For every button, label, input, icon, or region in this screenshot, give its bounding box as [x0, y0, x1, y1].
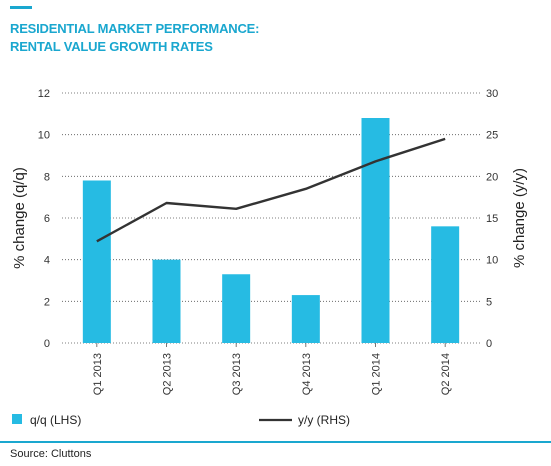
title-accent-rule	[10, 6, 32, 9]
left-tick-label: 10	[38, 130, 50, 142]
chart-title-line-2: RENTAL VALUE GROWTH RATES	[10, 39, 213, 54]
bar-q-q	[361, 118, 390, 343]
right-tick-label: 20	[486, 171, 498, 183]
x-tick-label: Q1 2013	[92, 353, 104, 395]
line-y-y	[96, 137, 446, 243]
bar-q-q	[431, 226, 460, 343]
legend-line-label: y/y (RHS)	[298, 413, 350, 427]
gridlines	[62, 92, 480, 344]
x-tick-label: Q3 2013	[231, 353, 243, 395]
left-tick-label: 0	[44, 338, 50, 350]
x-tick-label: Q2 2014	[440, 353, 452, 395]
left-tick-label: 4	[44, 255, 50, 267]
chart-title-line-1: RESIDENTIAL MARKET PERFORMANCE:	[10, 21, 259, 36]
right-axis-title: % change (y/y)	[511, 168, 528, 268]
left-axis-title: % change (q/q)	[11, 167, 28, 269]
right-tick-label: 0	[486, 338, 492, 350]
x-tick-label: Q4 2013	[301, 353, 313, 395]
bar-q-q	[82, 180, 111, 343]
x-axis-ticks: Q1 2013 Q2 2013 Q3 2013 Q4 2013 Q1 2014 Q2 20…	[92, 343, 452, 395]
x-tick-label: Q2 2013	[162, 353, 174, 395]
legend: q/q (LHS) y/y (RHS)	[12, 413, 350, 427]
right-tick-label: 10	[486, 255, 498, 267]
bar-q-q	[291, 295, 320, 343]
source-note: Source: Cluttons	[10, 448, 92, 460]
right-tick-label: 5	[486, 296, 492, 308]
left-tick-label: 12	[38, 88, 50, 100]
bar-q-q	[222, 274, 251, 343]
legend-bar-label: q/q (LHS)	[30, 413, 81, 427]
legend-bar-swatch	[12, 414, 22, 424]
right-tick-label: 25	[486, 130, 498, 142]
left-tick-label: 8	[44, 171, 50, 183]
right-tick-label: 30	[486, 88, 498, 100]
line-series-y-y	[96, 137, 446, 243]
left-axis-ticks: 0 2 4 6 8 10 12	[38, 88, 50, 350]
bar-series-q-q	[82, 118, 460, 343]
bar-q-q	[152, 259, 181, 343]
right-tick-label: 15	[486, 213, 498, 225]
right-axis-ticks: 0 5 10 15 20 25 30	[486, 88, 498, 350]
left-tick-label: 6	[44, 213, 50, 225]
x-tick-label: Q1 2014	[371, 353, 383, 395]
left-tick-label: 2	[44, 296, 50, 308]
